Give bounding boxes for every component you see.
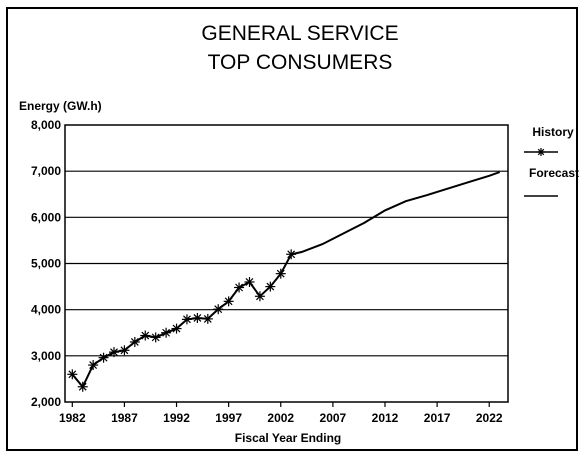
legend-label-history: History: [532, 125, 574, 139]
x-tick-label: 1992: [163, 411, 190, 425]
plot-area-border: [64, 124, 509, 403]
y-tick-label: 7,000: [31, 164, 61, 178]
legend-label-forecast: Forecast: [529, 166, 579, 180]
axes: 2,000 3,000 4,000 5,000 6,000 7,000 8,000 1982 1…: [31, 118, 509, 425]
y-tick-label: 8,000: [31, 118, 61, 132]
data-point-history: [150, 332, 161, 343]
data-point-history: [181, 314, 192, 325]
x-tick-label: 1997: [215, 411, 242, 425]
x-tick-label: 2022: [476, 411, 503, 425]
y-tick-label: 2,000: [31, 395, 61, 409]
data-point-history: [129, 336, 140, 347]
series-line-forecast: [290, 171, 501, 256]
data-point-history: [192, 312, 203, 323]
x-tick-label: 2012: [372, 411, 399, 425]
chart-title-line-2: TOP CONSUMERS: [208, 51, 393, 74]
gridlines: [65, 170, 508, 357]
data-point-history: [213, 304, 224, 315]
chart-title-line-1: GENERAL SERVICE: [201, 22, 398, 45]
x-tick-label: 1982: [59, 411, 86, 425]
data-point-history: [254, 291, 265, 302]
data-point-history: [67, 369, 78, 380]
data-point-history: [275, 268, 286, 279]
series-line-history: [71, 253, 293, 389]
legend: History Forecast: [524, 125, 579, 197]
x-tick-label: 2007: [320, 411, 347, 425]
data-point-history: [223, 296, 234, 307]
data-point-history: [244, 276, 255, 287]
data-point-history: [88, 360, 99, 371]
x-tick-label: 2002: [267, 411, 294, 425]
x-tick-label: 1987: [111, 411, 138, 425]
y-tick-label: 4,000: [31, 303, 61, 317]
data-point-history: [140, 330, 151, 341]
x-axis-label: Fiscal Year Ending: [235, 431, 342, 445]
y-tick-label: 6,000: [31, 210, 61, 224]
data-point-history: [202, 313, 213, 324]
data-point-history: [171, 323, 182, 334]
x-tick-label: 2017: [424, 411, 451, 425]
y-tick-label: 3,000: [31, 349, 61, 363]
data-point-history: [161, 327, 172, 338]
data-point-history: [234, 282, 245, 293]
data-point-history: [98, 352, 109, 363]
data-point-history: [265, 281, 276, 292]
data-point-history: [77, 381, 88, 392]
y-tick-label: 5,000: [31, 257, 61, 271]
data-point-history: [108, 347, 119, 358]
series-layer: [67, 171, 501, 392]
legend-marker-history: [537, 148, 545, 156]
data-point-history: [119, 345, 130, 356]
chart-frame: [6, 7, 578, 451]
y-axis-label: Energy (GW.h): [19, 99, 102, 113]
